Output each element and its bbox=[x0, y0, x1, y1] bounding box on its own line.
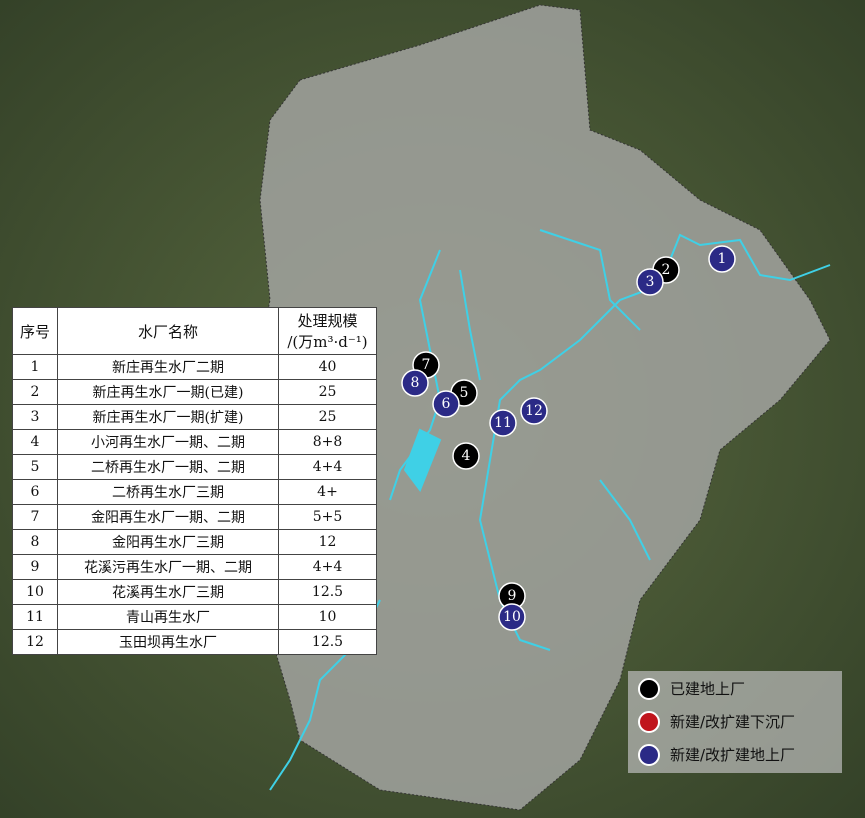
marker-label: 2 bbox=[662, 262, 671, 278]
header-name: 水厂名称 bbox=[57, 307, 279, 355]
cell-scale: 5+5 bbox=[278, 504, 377, 530]
plant-marker-11: 11 bbox=[489, 409, 517, 437]
marker-label: 10 bbox=[503, 609, 521, 625]
table-row: 1 新庄再生水厂二期 40 bbox=[12, 354, 377, 380]
cell-name: 新庄再生水厂一期(已建) bbox=[57, 379, 279, 405]
marker-circle bbox=[498, 603, 526, 631]
cell-name: 金阳再生水厂一期、二期 bbox=[57, 504, 279, 530]
cell-name: 新庄再生水厂一期(扩建) bbox=[57, 404, 279, 430]
marker-circle bbox=[432, 390, 460, 418]
cell-no: 2 bbox=[12, 379, 58, 405]
cell-scale: 4+4 bbox=[278, 454, 377, 480]
marker-circle bbox=[636, 268, 664, 296]
cell-scale: 25 bbox=[278, 404, 377, 430]
table-row: 6 二桥再生水厂三期 4+ bbox=[12, 479, 377, 505]
table-row: 9 花溪污再生水厂一期、二期 4+4 bbox=[12, 554, 377, 580]
map-legend: 已建地上厂 新建/改扩建下沉厂 新建/改扩建地上厂 bbox=[628, 671, 842, 773]
cell-no: 4 bbox=[12, 429, 58, 455]
cell-name: 二桥再生水厂三期 bbox=[57, 479, 279, 505]
cell-no: 3 bbox=[12, 404, 58, 430]
cell-scale: 12 bbox=[278, 529, 377, 555]
cell-no: 6 bbox=[12, 479, 58, 505]
marker-label: 1 bbox=[718, 251, 727, 267]
water-plant-table: 序号 水厂名称 处理规模/(万m³·d⁻¹) 1 新庄再生水厂二期 40 2 新庄再生水… bbox=[12, 307, 377, 655]
table-row: 2 新庄再生水厂一期(已建) 25 bbox=[12, 379, 377, 405]
plant-marker-3: 3 bbox=[636, 268, 664, 296]
cell-name: 花溪污再生水厂一期、二期 bbox=[57, 554, 279, 580]
marker-label: 12 bbox=[525, 403, 543, 419]
cell-no: 11 bbox=[12, 604, 58, 630]
marker-circle bbox=[401, 369, 429, 397]
marker-label: 6 bbox=[442, 396, 451, 412]
table-row: 10 花溪再生水厂三期 12.5 bbox=[12, 579, 377, 605]
legend-label: 新建/改扩建下沉厂 bbox=[670, 713, 796, 731]
table-row: 8 金阳再生水厂三期 12 bbox=[12, 529, 377, 555]
cell-name: 青山再生水厂 bbox=[57, 604, 279, 630]
marker-label: 8 bbox=[411, 375, 420, 391]
cell-name: 花溪再生水厂三期 bbox=[57, 579, 279, 605]
cell-no: 1 bbox=[12, 354, 58, 380]
marker-label: 11 bbox=[494, 415, 512, 431]
cell-name: 小河再生水厂一期、二期 bbox=[57, 429, 279, 455]
marker-circle bbox=[708, 245, 736, 273]
marker-label: 3 bbox=[646, 274, 655, 290]
plant-marker-4: 4 bbox=[452, 442, 480, 470]
legend-item-new-above: 新建/改扩建地上厂 bbox=[638, 739, 842, 770]
cell-scale: 8+8 bbox=[278, 429, 377, 455]
plant-marker-6: 6 bbox=[432, 390, 460, 418]
table-row: 11 青山再生水厂 10 bbox=[12, 604, 377, 630]
plant-marker-8: 8 bbox=[401, 369, 429, 397]
plant-marker-10: 10 bbox=[498, 603, 526, 631]
plant-marker-1: 1 bbox=[708, 245, 736, 273]
legend-label: 已建地上厂 bbox=[670, 680, 746, 698]
black-circle-icon bbox=[638, 677, 660, 700]
cell-no: 7 bbox=[12, 504, 58, 530]
header-scale: 处理规模 /(万m³·d⁻¹) bbox=[278, 307, 377, 355]
plant-marker-12: 12 bbox=[520, 397, 548, 425]
marker-label: 7 bbox=[422, 357, 431, 373]
legend-item-built: 已建地上厂 bbox=[638, 673, 842, 704]
cell-name: 金阳再生水厂三期 bbox=[57, 529, 279, 555]
cell-scale: 4+ bbox=[278, 479, 377, 505]
cell-no: 5 bbox=[12, 454, 58, 480]
blue-circle-icon bbox=[638, 743, 660, 766]
legend-item-new-sunken: 新建/改扩建下沉厂 bbox=[638, 706, 842, 737]
cell-scale: 4+4 bbox=[278, 554, 377, 580]
table-row: 3 新庄再生水厂一期(扩建) 25 bbox=[12, 404, 377, 430]
cell-name: 新庄再生水厂二期 bbox=[57, 354, 279, 380]
marker-label: 4 bbox=[462, 448, 471, 464]
marker-label: 5 bbox=[460, 385, 469, 401]
header-no: 序号 bbox=[12, 307, 58, 355]
cell-no: 8 bbox=[12, 529, 58, 555]
legend-label: 新建/改扩建地上厂 bbox=[670, 746, 796, 764]
red-circle-icon bbox=[638, 710, 660, 733]
marker-circle bbox=[452, 442, 480, 470]
marker-circle bbox=[489, 409, 517, 437]
table-row: 12 玉田坝再生水厂 12.5 bbox=[12, 629, 377, 655]
cell-scale: 10 bbox=[278, 604, 377, 630]
cell-no: 12 bbox=[12, 629, 58, 655]
table-row: 7 金阳再生水厂一期、二期 5+5 bbox=[12, 504, 377, 530]
header-scale-title: 处理规模 bbox=[297, 312, 358, 330]
marker-label: 9 bbox=[508, 588, 517, 604]
cell-no: 10 bbox=[12, 579, 58, 605]
rivers bbox=[269, 229, 831, 791]
table-row: 4 小河再生水厂一期、二期 8+8 bbox=[12, 429, 377, 455]
cell-scale: 40 bbox=[278, 354, 377, 380]
table-row: 5 二桥再生水厂一期、二期 4+4 bbox=[12, 454, 377, 480]
cell-scale: 12.5 bbox=[278, 579, 377, 605]
cell-no: 9 bbox=[12, 554, 58, 580]
cell-scale: 12.5 bbox=[278, 629, 377, 655]
header-scale-unit: /(万m³·d⁻¹) bbox=[287, 333, 368, 351]
cell-name: 玉田坝再生水厂 bbox=[57, 629, 279, 655]
marker-circle bbox=[520, 397, 548, 425]
cell-scale: 25 bbox=[278, 379, 377, 405]
cell-name: 二桥再生水厂一期、二期 bbox=[57, 454, 279, 480]
